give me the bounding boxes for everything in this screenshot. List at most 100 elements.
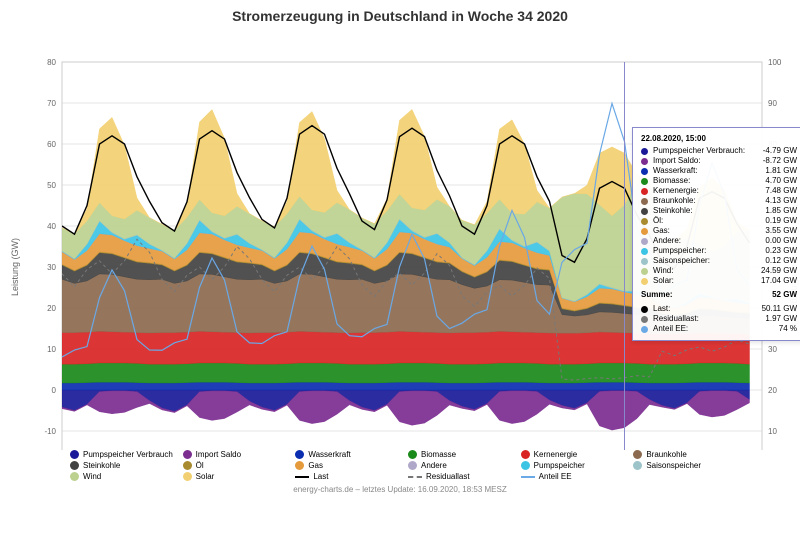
legend-item-last[interactable]: Last (295, 472, 402, 481)
tooltip-value: 4.70 GW (765, 176, 797, 186)
legend-line-swatch (408, 476, 422, 478)
svg-text:10: 10 (768, 427, 777, 436)
legend-item-pumpspeicher_verbrauch[interactable]: Pumpspeicher Verbrauch (70, 450, 177, 459)
legend-item-gas[interactable]: Gas (295, 461, 402, 470)
tooltip-label: Solar: (653, 276, 674, 286)
tooltip-swatch (641, 306, 648, 313)
legend-item-steinkohle[interactable]: Steinkohle (70, 461, 177, 470)
legend-item-oel[interactable]: Öl (183, 461, 290, 470)
tooltip-value: 3.55 GW (765, 226, 797, 236)
tooltip-label: Import Saldo: (653, 156, 701, 166)
tooltip-swatch (641, 188, 648, 195)
svg-text:20: 20 (47, 304, 56, 313)
tooltip-row: Öl: 0.19 GW (641, 216, 797, 226)
tooltip-value: 50.11 GW (762, 304, 797, 314)
legend-item-residuallast[interactable]: Residuallast (408, 472, 515, 481)
legend-swatch (295, 450, 304, 459)
svg-text:70: 70 (47, 99, 56, 108)
tooltip-label: Residuallast: (653, 314, 699, 324)
legend-item-anteil_ee[interactable]: Anteil EE (521, 472, 628, 481)
tooltip-value: -8.72 GW (763, 156, 797, 166)
legend-line-swatch (521, 476, 535, 478)
tooltip-value: 0.19 GW (765, 216, 797, 226)
tooltip-swatch (641, 268, 648, 275)
tooltip-label: Last: (653, 304, 670, 314)
tooltip-swatch (641, 208, 648, 215)
tooltip-sum: Summe: 52 GW (641, 290, 797, 300)
tooltip-sum-value: 52 GW (772, 290, 797, 300)
legend-label: Residuallast (426, 472, 470, 481)
svg-text:50: 50 (47, 181, 56, 190)
tooltip-swatch (641, 168, 648, 175)
tooltip-swatch (641, 258, 648, 265)
legend-item-saisonspeicher[interactable]: Saisonspeicher (633, 461, 740, 470)
legend-label: Solar (196, 472, 215, 481)
legend-item-wind[interactable]: Wind (70, 472, 177, 481)
tooltip-swatch (641, 178, 648, 185)
legend-item-andere[interactable]: Andere (408, 461, 515, 470)
tooltip-row: Saisonspeicher: 0.12 GW (641, 256, 797, 266)
legend-swatch (633, 461, 642, 470)
tooltip-value: 1.81 GW (765, 166, 797, 176)
svg-text:100: 100 (768, 58, 782, 67)
tooltip-row: Steinkohle: 1.85 GW (641, 206, 797, 216)
tooltip-value: -4.79 GW (763, 146, 797, 156)
tooltip-value: 1.85 GW (765, 206, 797, 216)
tooltip-label: Steinkohle: (653, 206, 693, 216)
tooltip-swatch (641, 278, 648, 285)
tooltip-label: Andere: (653, 236, 681, 246)
legend-line-swatch (295, 476, 309, 478)
legend-item-braunkohle[interactable]: Braunkohle (633, 450, 740, 459)
legend-label: Kernenergie (534, 450, 578, 459)
tooltip-value: 1.97 GW (765, 314, 797, 324)
tooltip-swatch (641, 218, 648, 225)
legend-label: Biomasse (421, 450, 456, 459)
legend-swatch (408, 461, 417, 470)
tooltip-swatch (641, 148, 648, 155)
legend-item-pumpspeicher[interactable]: Pumpspeicher (521, 461, 628, 470)
tooltip-label: Wind: (653, 266, 673, 276)
tooltip-row: Import Saldo: -8.72 GW (641, 156, 797, 166)
tooltip-value: 24.59 GW (761, 266, 797, 276)
svg-text:90: 90 (768, 99, 777, 108)
legend-swatch (70, 461, 79, 470)
svg-text:80: 80 (47, 58, 56, 67)
plot-wrapper: -20-100102030405060708001020304050607080… (0, 24, 800, 450)
legend-label: Anteil EE (539, 472, 572, 481)
svg-text:40: 40 (47, 222, 56, 231)
tooltip-row: Pumpspeicher: 0.23 GW (641, 246, 797, 256)
legend-swatch (633, 450, 642, 459)
legend-item-kernenergie[interactable]: Kernenergie (521, 450, 628, 459)
tooltip-label: Kernenergie: (653, 186, 699, 196)
tooltip-label: Gas: (653, 226, 670, 236)
tooltip: 22.08.2020, 15:00 Pumpspeicher Verbrauch… (632, 127, 800, 341)
tooltip-extra-row: Residuallast: 1.97 GW (641, 314, 797, 324)
legend-label: Wind (83, 472, 101, 481)
svg-text:30: 30 (768, 345, 777, 354)
legend-item-wasserkraft[interactable]: Wasserkraft (295, 450, 402, 459)
tooltip-value: 0.00 GW (765, 236, 797, 246)
legend-label: Last (313, 472, 328, 481)
tooltip-label: Anteil EE: (653, 324, 688, 334)
tooltip-value: 4.13 GW (765, 196, 797, 206)
area-wasserkraft (62, 382, 750, 390)
legend-swatch (70, 450, 79, 459)
legend-item-solar[interactable]: Solar (183, 472, 290, 481)
tooltip-row: Braunkohle: 4.13 GW (641, 196, 797, 206)
legend-swatch (70, 472, 79, 481)
tooltip-label: Pumpspeicher: (653, 246, 706, 256)
tooltip-row: Pumpspeicher Verbrauch: -4.79 GW (641, 146, 797, 156)
legend-label: Pumpspeicher Verbrauch (83, 450, 173, 459)
tooltip-swatch (641, 198, 648, 205)
legend-label: Andere (421, 461, 447, 470)
legend-swatch (408, 450, 417, 459)
tooltip-head: 22.08.2020, 15:00 (641, 134, 797, 143)
legend-item-biomasse[interactable]: Biomasse (408, 450, 515, 459)
legend: Pumpspeicher Verbrauch Import Saldo Wasser… (0, 450, 800, 481)
svg-text:60: 60 (47, 140, 56, 149)
tooltip-value: 0.12 GW (765, 256, 797, 266)
legend-swatch (521, 461, 530, 470)
legend-item-import_saldo[interactable]: Import Saldo (183, 450, 290, 459)
svg-text:30: 30 (47, 263, 56, 272)
tooltip-value: 17.04 GW (761, 276, 797, 286)
